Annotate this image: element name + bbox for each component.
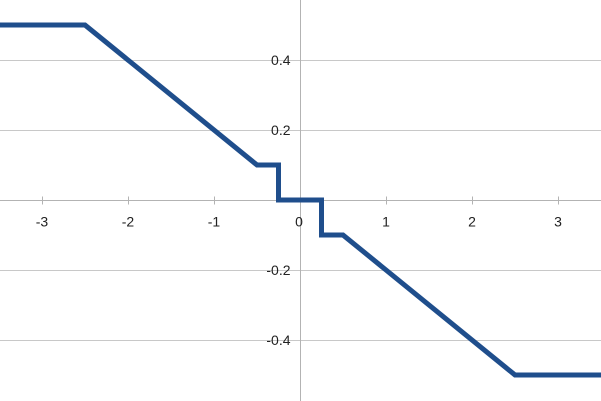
x-tick-label: 1 bbox=[382, 214, 390, 230]
series bbox=[0, 22, 601, 378]
y-tick-label: -0.2 bbox=[266, 262, 290, 278]
x-tick-label: -3 bbox=[36, 214, 49, 230]
x-tick-label: 0 bbox=[295, 214, 303, 230]
y-tick-label: 0.4 bbox=[271, 52, 291, 68]
y-tick-label: 0.2 bbox=[271, 122, 291, 138]
x-tick-label: 3 bbox=[554, 214, 562, 230]
x-tick-label: -2 bbox=[122, 214, 135, 230]
series-line bbox=[0, 22, 601, 378]
x-tick-label: -1 bbox=[208, 214, 221, 230]
y-tick-label: -0.4 bbox=[266, 332, 290, 348]
x-tick-label: 2 bbox=[468, 214, 476, 230]
tick-labels: -3 -2 -1 0 1 2 3 0.4 0.2 -0.2 -0.4 bbox=[36, 52, 562, 348]
